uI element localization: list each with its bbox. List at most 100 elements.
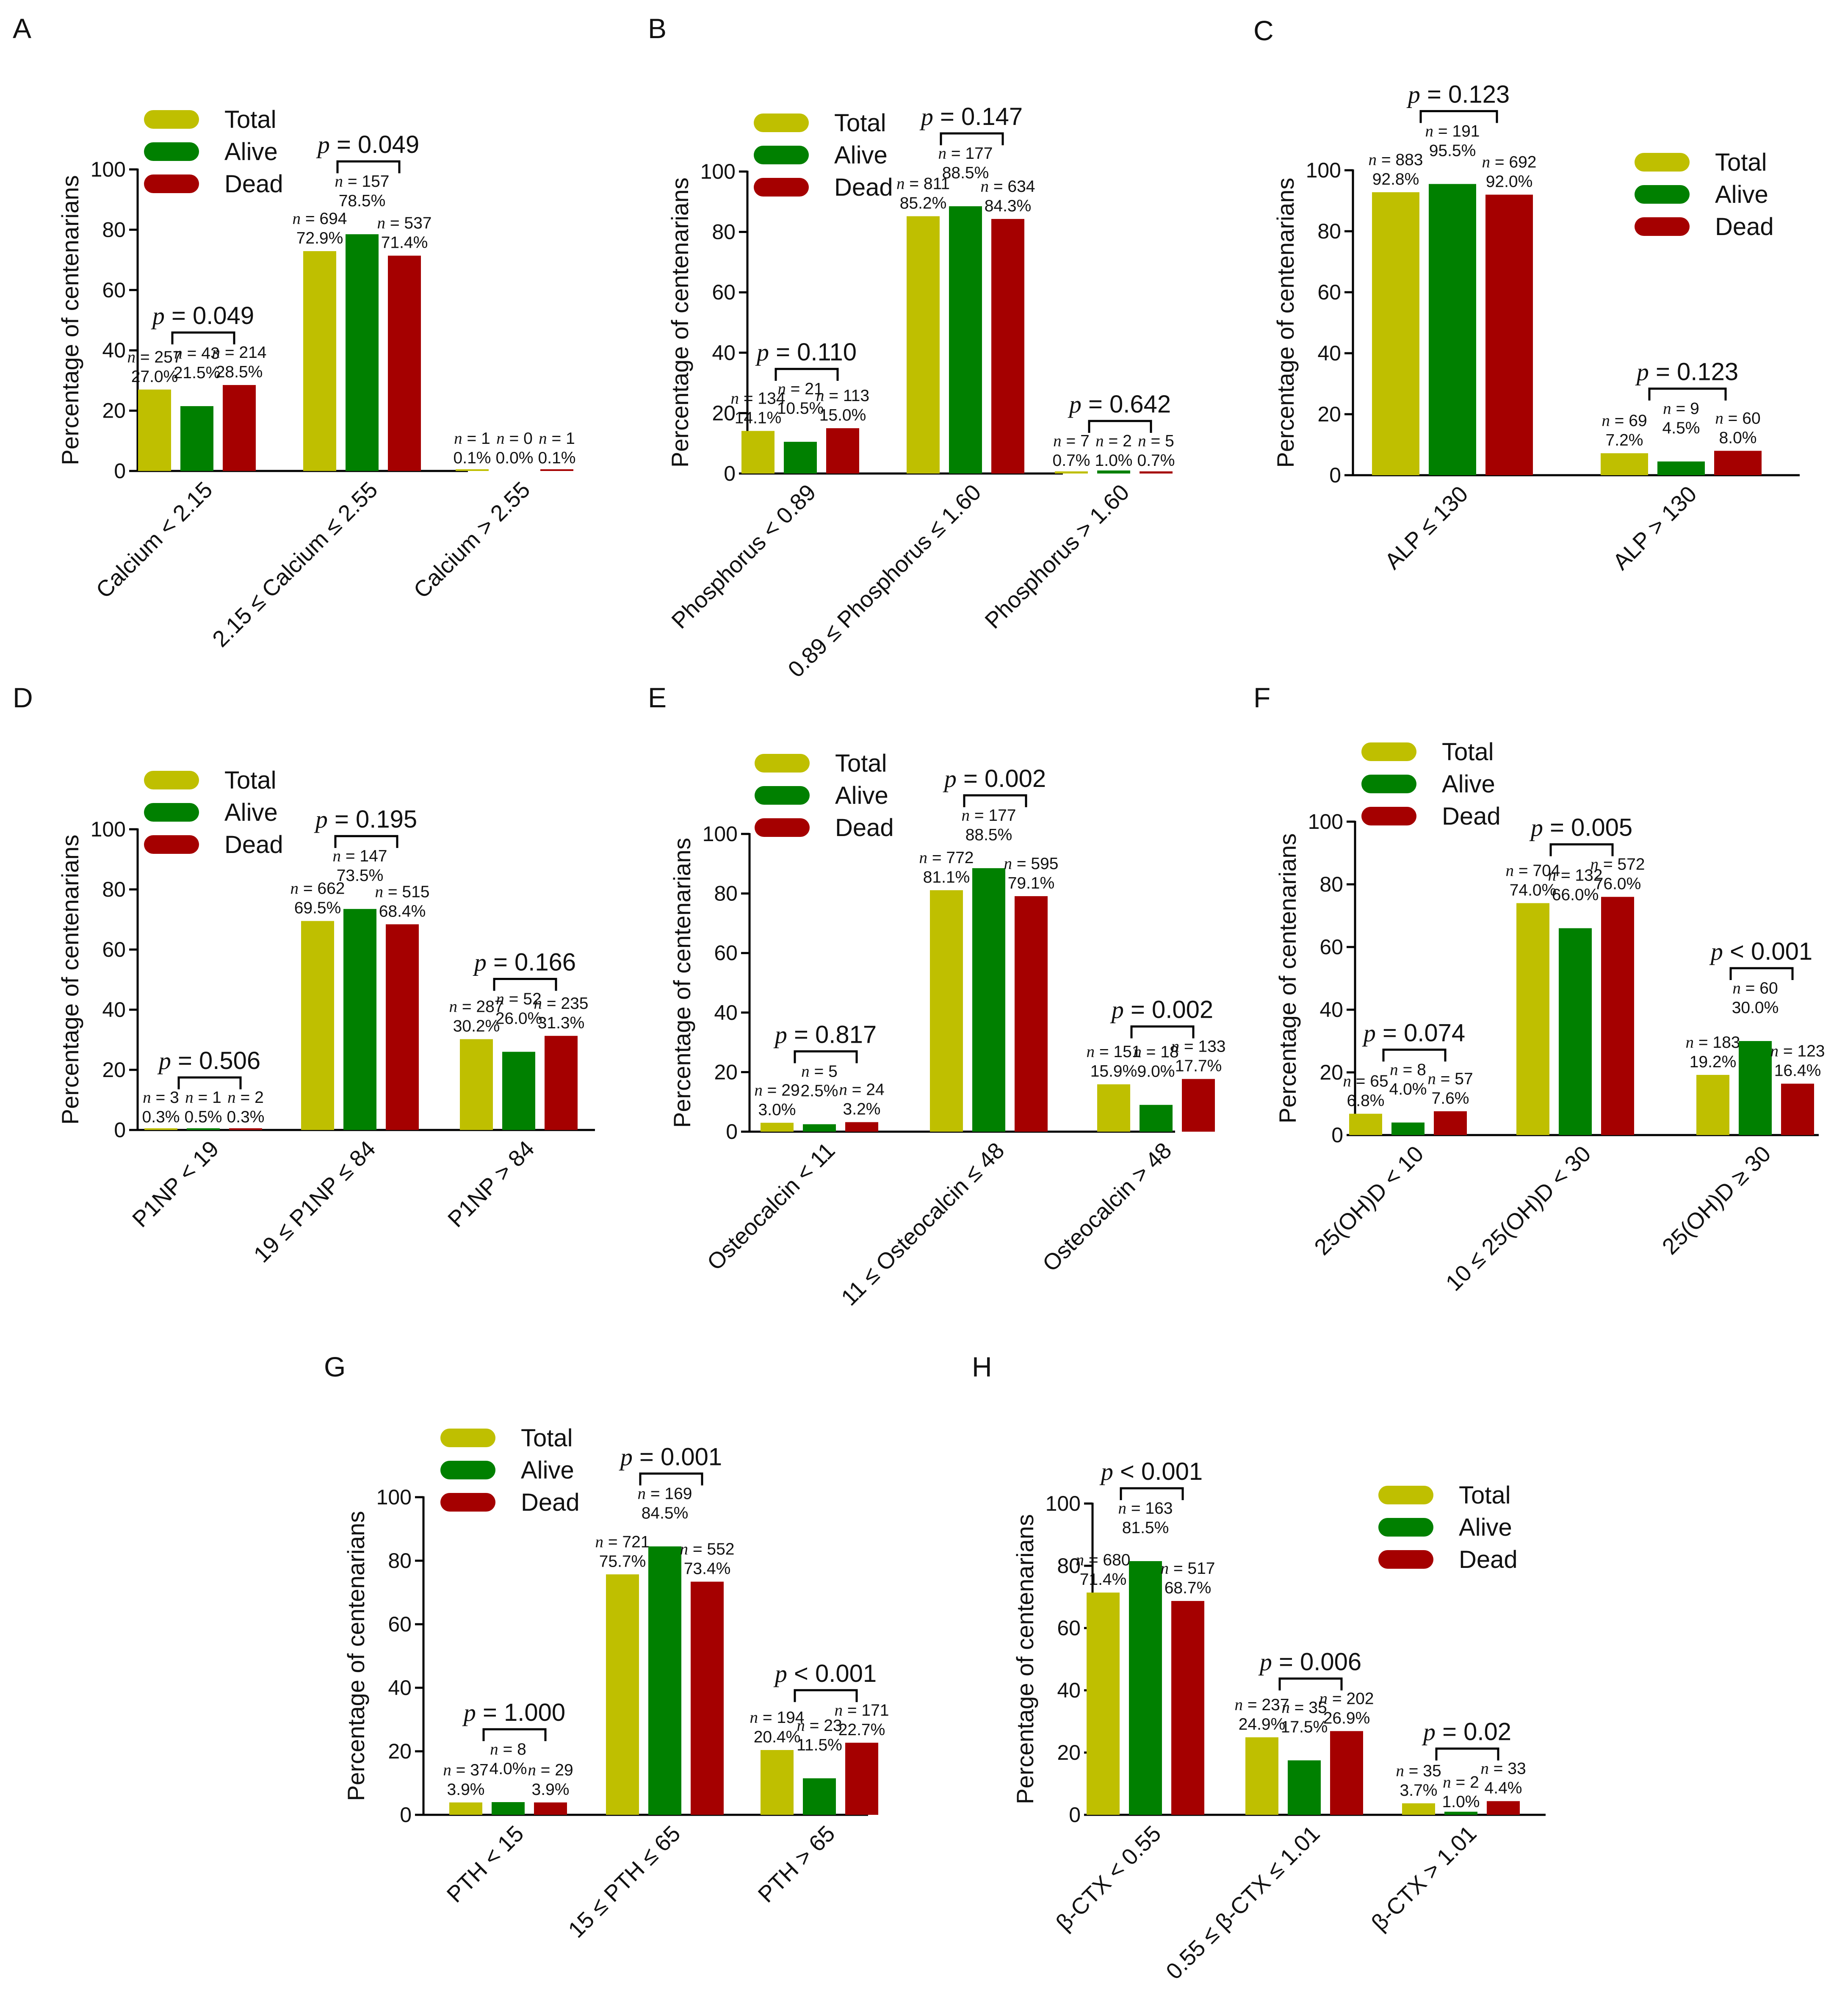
bar-alive [1129, 1561, 1162, 1815]
y-tick-label: 100 [91, 817, 126, 841]
y-tick-label: 0 [400, 1803, 412, 1827]
legend-label-dead: Dead [1442, 803, 1501, 830]
y-tick-label: 80 [102, 878, 126, 901]
y-tick-label: 60 [1317, 280, 1341, 304]
x-category-label: Osteocalcin > 48 [1038, 1138, 1177, 1277]
n-label: n = 157 [335, 172, 389, 191]
p-value-label: p = 0.817 [773, 1021, 877, 1048]
p-value-label: p < 0.001 [1709, 938, 1812, 965]
bar-alive [502, 1052, 535, 1130]
data-label: 68.7% [1165, 1579, 1212, 1597]
p-value-bracket [171, 331, 235, 345]
bar-alive [1097, 470, 1130, 474]
data-label: 1.0% [1095, 451, 1133, 470]
y-tick-label: 20 [102, 399, 126, 423]
bar-dead [534, 1802, 567, 1815]
p-value-bracket [940, 132, 1004, 145]
bar-total [1087, 1592, 1120, 1815]
p-value-bracket [334, 835, 398, 848]
x-category-label: β-CTX > 1.01 [1366, 1821, 1481, 1936]
bar-alive [803, 1124, 836, 1132]
n-label: n = 0 [496, 429, 533, 448]
y-tick-label: 80 [388, 1549, 412, 1573]
legend-swatch-dead [144, 835, 199, 854]
bar-alive [1288, 1760, 1321, 1815]
panel-g: G 0 20 40 60 80 100 Percentage of centenarians n… [324, 1351, 889, 1943]
y-tick-label: 80 [102, 218, 126, 241]
bar-dead [229, 1128, 262, 1130]
data-label: 68.4% [379, 902, 426, 920]
p-value-bracket [639, 1472, 703, 1486]
p-value-label: p = 0.005 [1529, 814, 1632, 842]
bar-alive [648, 1546, 681, 1815]
data-label: 27.0% [131, 368, 178, 386]
bar-total [460, 1039, 493, 1130]
x-category-label: 2.15 ≤ Calcium ≤ 2.55 [207, 477, 382, 652]
data-label: 92.0% [1486, 173, 1533, 191]
bar-dead [540, 469, 573, 471]
bar-dead [223, 385, 256, 471]
bar-dead [845, 1742, 878, 1815]
data-label: 81.5% [1122, 1519, 1169, 1537]
n-label: n = 177 [961, 806, 1016, 825]
bar-alive [1657, 461, 1705, 475]
n-label: n = 692 [1482, 153, 1536, 172]
data-label: 66.0% [1552, 886, 1599, 904]
data-label: 4.0% [1389, 1080, 1427, 1098]
n-label: n = 35 [1396, 1762, 1441, 1780]
y-tick-label: 0 [114, 1118, 126, 1142]
legend-label-alive: Alive [835, 782, 888, 809]
y-axis-title: Percentage of centenarians [1012, 1514, 1038, 1804]
data-label: 0.0% [496, 449, 534, 467]
x-category-label: Phosphorus < 0.89 [667, 479, 821, 634]
legend-swatch-total [144, 771, 199, 789]
x-category-label: 0.89 ≤ Phosphorus ≤ 1.60 [783, 479, 986, 682]
p-value-bracket [1120, 1487, 1184, 1500]
n-label: n = 8 [490, 1740, 526, 1758]
data-label: 76.0% [1594, 875, 1641, 893]
n-label: n = 202 [1319, 1689, 1374, 1708]
bar-alive [803, 1778, 836, 1815]
legend-swatch-alive [1635, 185, 1690, 204]
x-category-label: PTH < 15 [442, 1821, 529, 1908]
bar-alive [346, 234, 379, 471]
legend-label-alive: Alive [834, 141, 888, 169]
y-tick-label: 100 [91, 158, 126, 181]
legend-label-alive: Alive [224, 799, 278, 826]
bar-dead [826, 428, 859, 474]
panel-c: C 0 20 40 60 80 100 Percentage of centenarians n… [1253, 15, 1800, 575]
data-label: 88.5% [942, 164, 989, 182]
data-label: 20.4% [754, 1728, 801, 1746]
bar-dead [845, 1122, 878, 1132]
n-label: n = 123 [1770, 1042, 1825, 1061]
legend-swatch-dead [1361, 807, 1416, 825]
y-tick-label: 20 [102, 1058, 126, 1082]
p-value-label: p = 0.166 [473, 948, 576, 976]
y-tick-label: 0 [114, 459, 126, 483]
legend-label-dead: Dead [224, 831, 283, 858]
x-category-label: 15 ≤ PTH ≤ 65 [563, 1821, 685, 1943]
n-label: n = 177 [938, 144, 993, 163]
data-label: 30.2% [453, 1017, 500, 1036]
x-category-label: 0.55 ≤ β-CTX ≤ 1.01 [1161, 1821, 1325, 1984]
bar-dead [545, 1036, 578, 1130]
y-tick-label: 100 [700, 160, 736, 183]
data-label: 74.0% [1510, 881, 1557, 899]
n-label: n = 147 [332, 847, 387, 865]
bar-dead [691, 1581, 724, 1815]
data-label: 24.9% [1239, 1715, 1286, 1734]
bar-dead [1485, 194, 1533, 476]
data-label: 92.8% [1372, 170, 1419, 188]
y-axis-title: Percentage of centenarians [1274, 834, 1301, 1124]
legend-swatch-total [144, 110, 199, 129]
data-label: 79.1% [1008, 874, 1055, 892]
y-tick-label: 60 [712, 280, 736, 304]
y-tick-label: 40 [388, 1676, 412, 1700]
y-tick-label: 80 [1319, 872, 1343, 896]
legend-swatch-total [1635, 153, 1690, 172]
legend-label-alive: Alive [1442, 770, 1495, 798]
legend-label-total: Total [1442, 738, 1494, 766]
p-value-label: p = 0.001 [619, 1443, 722, 1470]
p-value-label: p = 1.000 [462, 1699, 565, 1726]
data-label: 17.5% [1281, 1718, 1328, 1736]
